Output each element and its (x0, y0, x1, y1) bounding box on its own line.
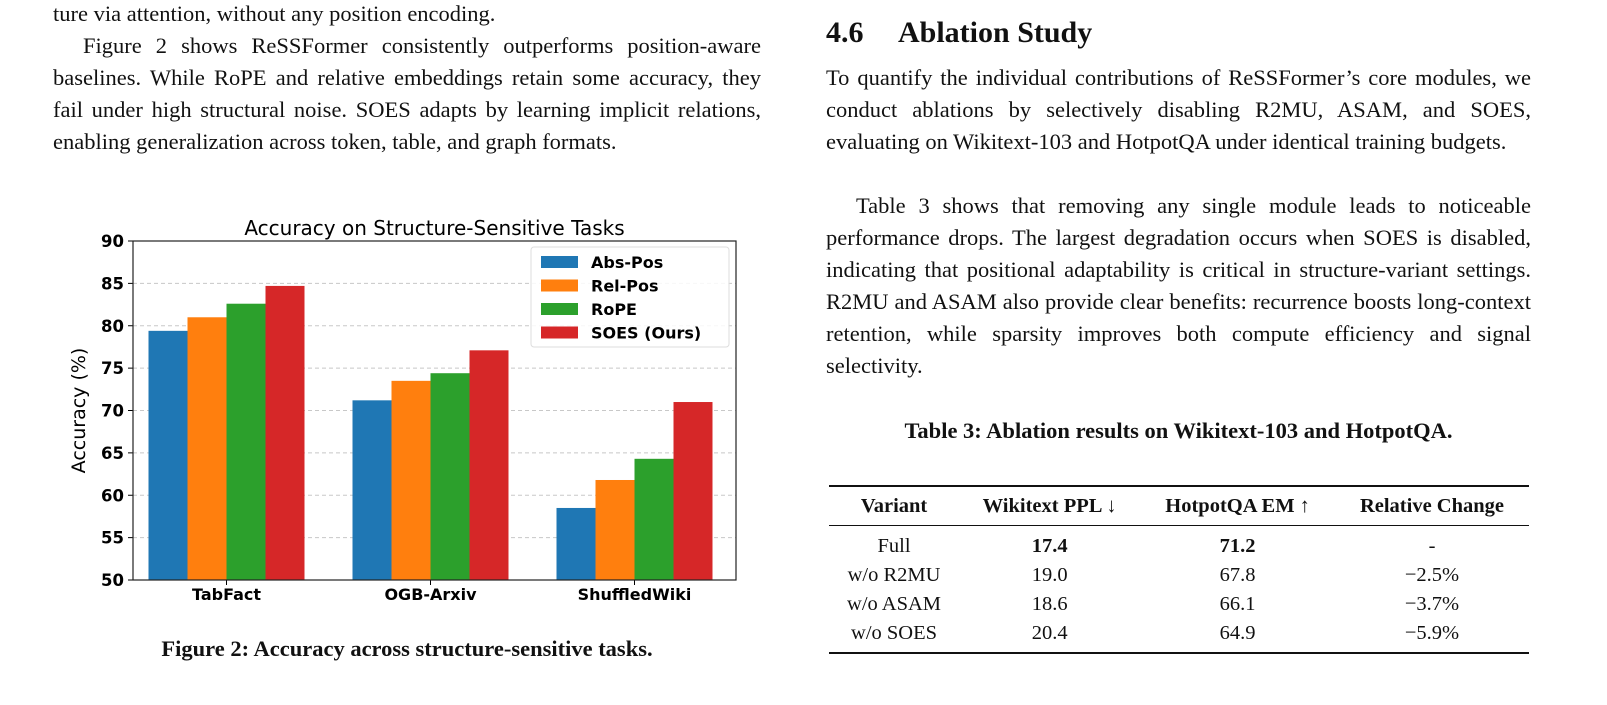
table-row: w/o R2MU 19.0 67.8 −2.5% (829, 561, 1529, 590)
y-tick-label: 65 (101, 444, 124, 463)
table-row: w/o SOES 20.4 64.9 −5.9% (829, 619, 1529, 654)
legend-label: Rel-Pos (591, 277, 659, 296)
cell-change: - (1428, 535, 1436, 557)
cell-ppl: 19.0 (1031, 564, 1068, 586)
header-relative-change: Relative Change (1334, 485, 1529, 526)
cell-em: 66.1 (1219, 593, 1256, 615)
bar-abs-pos-tabfact (148, 330, 188, 580)
cell-ppl: 18.6 (1031, 593, 1068, 615)
plot-frame (132, 240, 737, 581)
bar-soes-ours-tabfact (265, 285, 305, 580)
cell-change: −2.5% (1404, 564, 1460, 586)
bar-rope-tabfact (226, 303, 266, 580)
bar-rel-pos-ogb-arxiv (391, 380, 431, 580)
table-row: w/o ASAM 18.6 66.1 −3.7% (829, 590, 1529, 619)
legend-box (530, 246, 730, 348)
legend-swatch-soes-ours (541, 326, 578, 339)
ablation-intro-paragraph: To quantify the individual contributions… (826, 65, 1531, 154)
legend-label: Abs-Pos (591, 253, 663, 272)
section-heading: 4.6 Ablation Study (826, 16, 1092, 50)
x-tick-label: ShuffledWiki (578, 585, 692, 604)
section-number: 4.6 (826, 16, 864, 49)
legend-label: RoPE (591, 300, 637, 319)
legend-swatch-rel-pos (541, 279, 578, 292)
bar-soes-ours-ogb-arxiv (469, 350, 509, 580)
cell-variant: w/o SOES (829, 619, 960, 654)
bar-rel-pos-tabfact (187, 317, 227, 580)
bar-abs-pos-shuffledwiki (556, 507, 596, 580)
cell-em: 71.2 (1219, 535, 1256, 557)
y-tick-label: 85 (101, 274, 124, 293)
bar-rope-shuffledwiki (634, 458, 674, 580)
x-tick-label: OGB-Arxiv (384, 585, 477, 604)
ablation-results-paragraph: Table 3 shows that removing any single m… (826, 193, 1531, 378)
cell-em: 64.9 (1140, 619, 1335, 654)
cell-ppl: 20.4 (959, 619, 1141, 654)
cell-variant: w/o ASAM (847, 593, 942, 615)
bar-soes-ours-shuffledwiki (673, 402, 713, 580)
y-tick-label: 60 (101, 486, 124, 505)
y-tick-label: 55 (101, 529, 124, 548)
y-axis-label: Accuracy (%) (68, 348, 90, 474)
cell-ppl: 17.4 (1031, 535, 1068, 557)
continued-text: ture via attention, without any position… (53, 1, 496, 26)
bar-rel-pos-shuffledwiki (595, 479, 635, 580)
ablation-table: Variant Wikitext PPL ↓ HotpotQA EM ↑ Rel… (829, 485, 1529, 654)
legend-swatch-rope (541, 303, 578, 315)
header-wikitext-ppl: Wikitext PPL ↓ (959, 485, 1141, 526)
header-hotpotqa-em: HotpotQA EM ↑ (1140, 485, 1335, 526)
bar-rope-ogb-arxiv (430, 373, 470, 580)
cell-em: 67.8 (1219, 564, 1256, 586)
cell-change: −5.9% (1334, 619, 1529, 654)
table-header-row: Variant Wikitext PPL ↓ HotpotQA EM ↑ Rel… (829, 485, 1529, 526)
y-tick-label: 75 (101, 359, 124, 378)
figure-2-chart: 50 55 60 65 70 75 80 85 90 TabFact OGB-Arxiv Shuffl… (53, 210, 823, 610)
y-tick-label: 90 (101, 232, 124, 251)
cell-variant: Full (877, 535, 911, 557)
y-tick-label: 50 (101, 571, 124, 590)
figure-discussion-paragraph: Figure 2 shows ReSSFormer consistently o… (53, 33, 761, 154)
figure-caption: Figure 2: Accuracy across structure-sens… (161, 636, 653, 661)
legend-swatch-abs-pos (541, 256, 578, 268)
legend-label: SOES (Ours) (591, 324, 701, 343)
bar-chart: 50 55 60 65 70 75 80 85 90 TabFact OGB-Arxiv Shuffl… (68, 216, 737, 604)
table-caption: Table 3: Ablation results on Wikitext-10… (904, 418, 1453, 443)
y-tick-label: 70 (101, 402, 124, 421)
x-tick-label: TabFact (192, 585, 261, 604)
cell-variant: w/o R2MU (847, 564, 941, 586)
chart-title: Accuracy on Structure-Sensitive Tasks (244, 216, 624, 240)
bar-abs-pos-ogb-arxiv (352, 400, 392, 580)
cell-change: −3.7% (1404, 593, 1460, 615)
header-variant: Variant (829, 485, 960, 526)
table-row: Full 17.4 71.2 - (829, 526, 1529, 562)
section-title: Ablation Study (898, 16, 1093, 49)
y-tick-label: 80 (101, 317, 124, 336)
